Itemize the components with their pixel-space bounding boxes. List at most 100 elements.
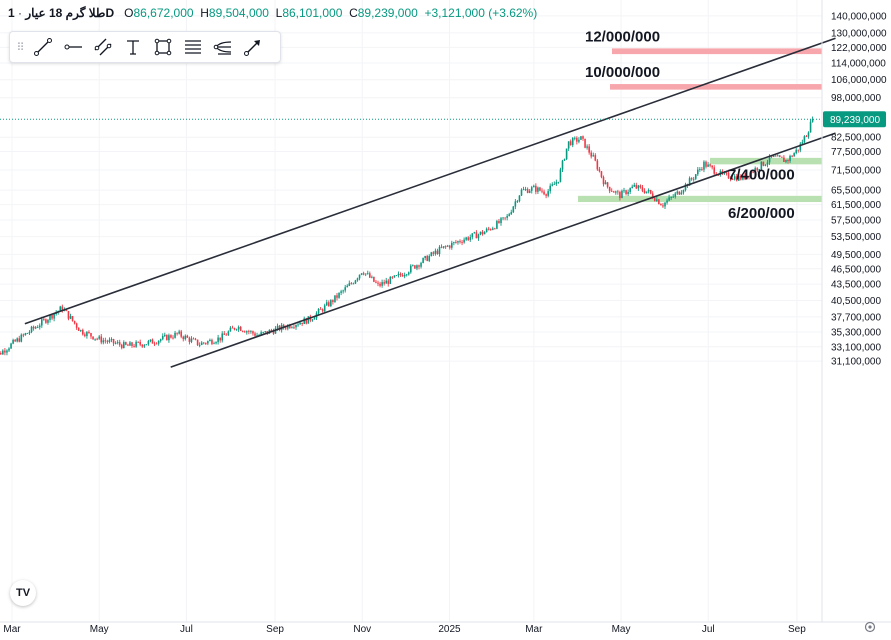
candle bbox=[133, 343, 135, 348]
candle bbox=[108, 337, 111, 344]
candle bbox=[467, 236, 470, 242]
candle bbox=[207, 340, 209, 346]
candle bbox=[606, 181, 609, 189]
candle bbox=[733, 173, 736, 181]
candle bbox=[364, 273, 367, 277]
candle bbox=[604, 180, 607, 185]
candle bbox=[98, 335, 101, 340]
resistance-zone bbox=[612, 48, 822, 55]
candle bbox=[487, 226, 490, 231]
candle bbox=[30, 325, 33, 334]
rectangle-icon[interactable] bbox=[148, 33, 178, 61]
candle bbox=[393, 275, 396, 278]
candle bbox=[129, 341, 131, 346]
y-tick-label: 53,500,000 bbox=[831, 232, 881, 243]
candle bbox=[752, 170, 754, 174]
candle bbox=[182, 335, 185, 342]
candle bbox=[424, 255, 426, 261]
time-axis[interactable]: Mar May Jul Sep Nov 2025 Mar May Jul Sep bbox=[0, 621, 891, 635]
candle bbox=[744, 172, 746, 181]
candle bbox=[149, 339, 152, 343]
candle bbox=[621, 189, 623, 199]
low-value: 86,101,000 bbox=[282, 6, 343, 20]
candle bbox=[51, 313, 53, 321]
candle bbox=[766, 159, 769, 168]
candle bbox=[811, 116, 814, 123]
tradingview-logo[interactable]: TV bbox=[10, 580, 36, 606]
candle bbox=[127, 343, 129, 346]
candle bbox=[53, 313, 55, 322]
candle bbox=[401, 273, 404, 277]
y-tick-label: 61,500,000 bbox=[831, 200, 881, 211]
channel-lower-line bbox=[170, 132, 836, 368]
trend-line-icon[interactable] bbox=[28, 33, 58, 61]
candle bbox=[356, 277, 359, 282]
candle bbox=[405, 273, 408, 277]
candle bbox=[229, 326, 232, 332]
candle bbox=[672, 194, 675, 198]
candle bbox=[496, 219, 498, 230]
candle bbox=[489, 228, 492, 231]
candle bbox=[362, 271, 365, 276]
candle bbox=[192, 337, 195, 340]
candle bbox=[151, 338, 154, 344]
candle bbox=[746, 175, 748, 180]
candle bbox=[403, 272, 406, 279]
fib-levels-icon[interactable] bbox=[178, 33, 208, 61]
horizontal-ray-icon[interactable] bbox=[58, 33, 88, 61]
candle bbox=[174, 330, 176, 339]
drag-handle-icon[interactable]: ⠿ bbox=[16, 41, 26, 54]
candle bbox=[241, 330, 244, 333]
candle bbox=[307, 316, 310, 324]
candle bbox=[26, 332, 29, 334]
candle bbox=[457, 240, 459, 245]
parallel-channel-icon[interactable] bbox=[88, 33, 118, 61]
candle bbox=[582, 135, 584, 141]
candle bbox=[805, 135, 808, 138]
candle bbox=[590, 150, 593, 159]
candle bbox=[272, 328, 275, 335]
candle bbox=[608, 186, 611, 194]
candle bbox=[422, 257, 424, 264]
parallel-channel[interactable] bbox=[24, 37, 836, 368]
candle bbox=[2, 349, 4, 355]
y-tick-label: 43,500,000 bbox=[831, 280, 881, 291]
candle bbox=[483, 231, 486, 235]
candle bbox=[596, 159, 599, 171]
settings-icon[interactable] bbox=[864, 621, 876, 633]
candle bbox=[438, 245, 441, 257]
candle bbox=[781, 156, 783, 158]
candle bbox=[84, 332, 86, 338]
pitchfork-icon[interactable] bbox=[208, 33, 238, 61]
candle bbox=[627, 189, 629, 196]
candle bbox=[803, 135, 806, 144]
candle bbox=[79, 329, 82, 333]
text-icon[interactable] bbox=[118, 33, 148, 61]
candle bbox=[598, 166, 601, 173]
candle bbox=[571, 137, 574, 148]
interval-label[interactable]: 1D bbox=[8, 6, 115, 20]
candle bbox=[641, 184, 644, 193]
candle bbox=[366, 270, 369, 275]
candle bbox=[200, 341, 203, 346]
candle bbox=[709, 163, 711, 168]
symbol-name[interactable]: طلا گرم 18 عیار bbox=[25, 6, 106, 20]
candle bbox=[418, 264, 420, 270]
candle bbox=[586, 144, 588, 150]
candle bbox=[514, 198, 517, 210]
candle bbox=[522, 186, 525, 191]
candle bbox=[750, 170, 752, 178]
price-axis[interactable]: 140,000,000 130,000,000 122,000,000 114,000… bbox=[821, 0, 887, 622]
high-label: H bbox=[200, 6, 209, 20]
candle bbox=[455, 239, 457, 244]
arrow-icon[interactable] bbox=[238, 33, 268, 61]
candle bbox=[38, 323, 41, 330]
candle bbox=[180, 329, 183, 339]
candle bbox=[549, 183, 552, 194]
candle bbox=[145, 344, 148, 346]
candle bbox=[500, 216, 502, 226]
candles bbox=[0, 116, 814, 356]
candle bbox=[565, 148, 568, 161]
candle bbox=[110, 337, 113, 343]
